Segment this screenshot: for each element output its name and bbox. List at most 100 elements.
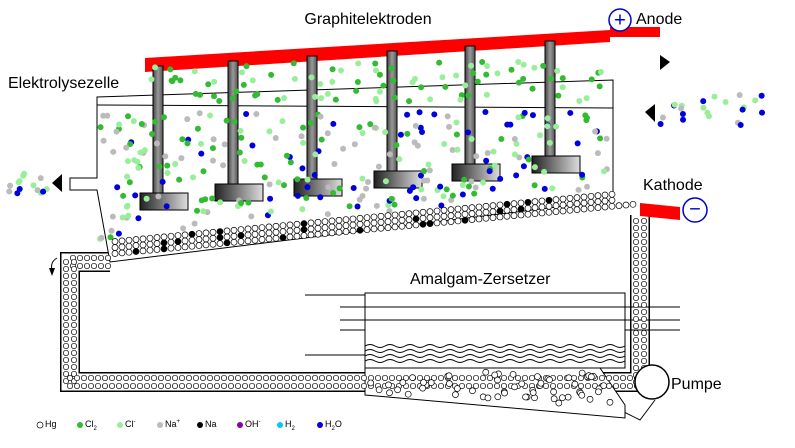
hg [335,228,343,236]
hg [70,363,78,371]
hg [118,249,126,257]
particle [554,67,561,74]
hg [370,213,378,221]
particle [418,84,425,91]
hg [139,247,147,255]
hg [580,199,588,207]
hg [227,382,235,390]
particle [324,90,331,97]
hg [129,382,137,390]
particle [582,112,589,119]
hg [202,235,210,243]
legend-label: Na [205,419,217,429]
particle [243,110,250,117]
particle [390,77,397,84]
hg [70,370,78,378]
hg [160,245,168,253]
hg [195,230,203,237]
particle [156,163,163,170]
particle [191,220,198,227]
particle [132,192,139,199]
particle [304,176,311,183]
hg [399,379,407,386]
hg [629,200,637,208]
hg [612,382,620,390]
particle [221,141,228,148]
particle [588,76,595,83]
hg [556,374,564,382]
hg [494,393,502,401]
hg [290,382,298,390]
particle [417,172,424,179]
hg [632,315,640,323]
hg [304,374,312,382]
hg [377,224,385,232]
particle [123,144,130,151]
hg [265,229,273,237]
hg [489,202,497,209]
hg [571,380,579,388]
hg [564,393,572,401]
hg [437,382,445,390]
hg [517,199,525,207]
particle [449,192,456,199]
hg [486,382,494,390]
hg [453,385,461,392]
legend-swatch [317,422,323,428]
hg [600,382,608,390]
hg [328,217,336,225]
legend-swatch [117,422,123,428]
hg [605,374,613,382]
hg [503,212,511,220]
hg [265,223,273,231]
hg [73,374,81,382]
particle [414,142,421,149]
hg [139,235,147,243]
particle [453,72,460,79]
hg [594,198,602,205]
particle [299,206,306,213]
particle [494,70,501,77]
hg [419,384,426,392]
particle [490,148,497,155]
hg [632,231,640,239]
hg [342,222,350,229]
hg [461,210,469,218]
particle [200,208,207,215]
particle [354,78,361,85]
hg [587,204,595,212]
particle [359,130,366,137]
particle [198,150,205,157]
legend-label-part: 2 [292,426,296,432]
particle [155,193,162,200]
particle [483,91,490,98]
particle [575,186,582,193]
particle [164,162,171,169]
particle [372,60,379,67]
hg [632,280,640,288]
hg [550,395,558,403]
particle [336,185,343,192]
hg [111,244,119,251]
hg [550,388,557,396]
hg [335,216,343,224]
hg [62,272,70,280]
particle [601,168,608,175]
hg [409,382,417,390]
hg [258,230,266,237]
hg [220,382,228,390]
particle [290,60,297,67]
hg [251,230,259,238]
particle [110,148,117,155]
hg [531,210,539,217]
particle [317,113,324,120]
particle [331,161,338,168]
legend-label: Hg [45,419,57,429]
hg [150,382,158,390]
particle [474,78,481,85]
hg [297,382,305,390]
hg [94,382,102,390]
hg [632,238,640,246]
particle [679,110,686,117]
